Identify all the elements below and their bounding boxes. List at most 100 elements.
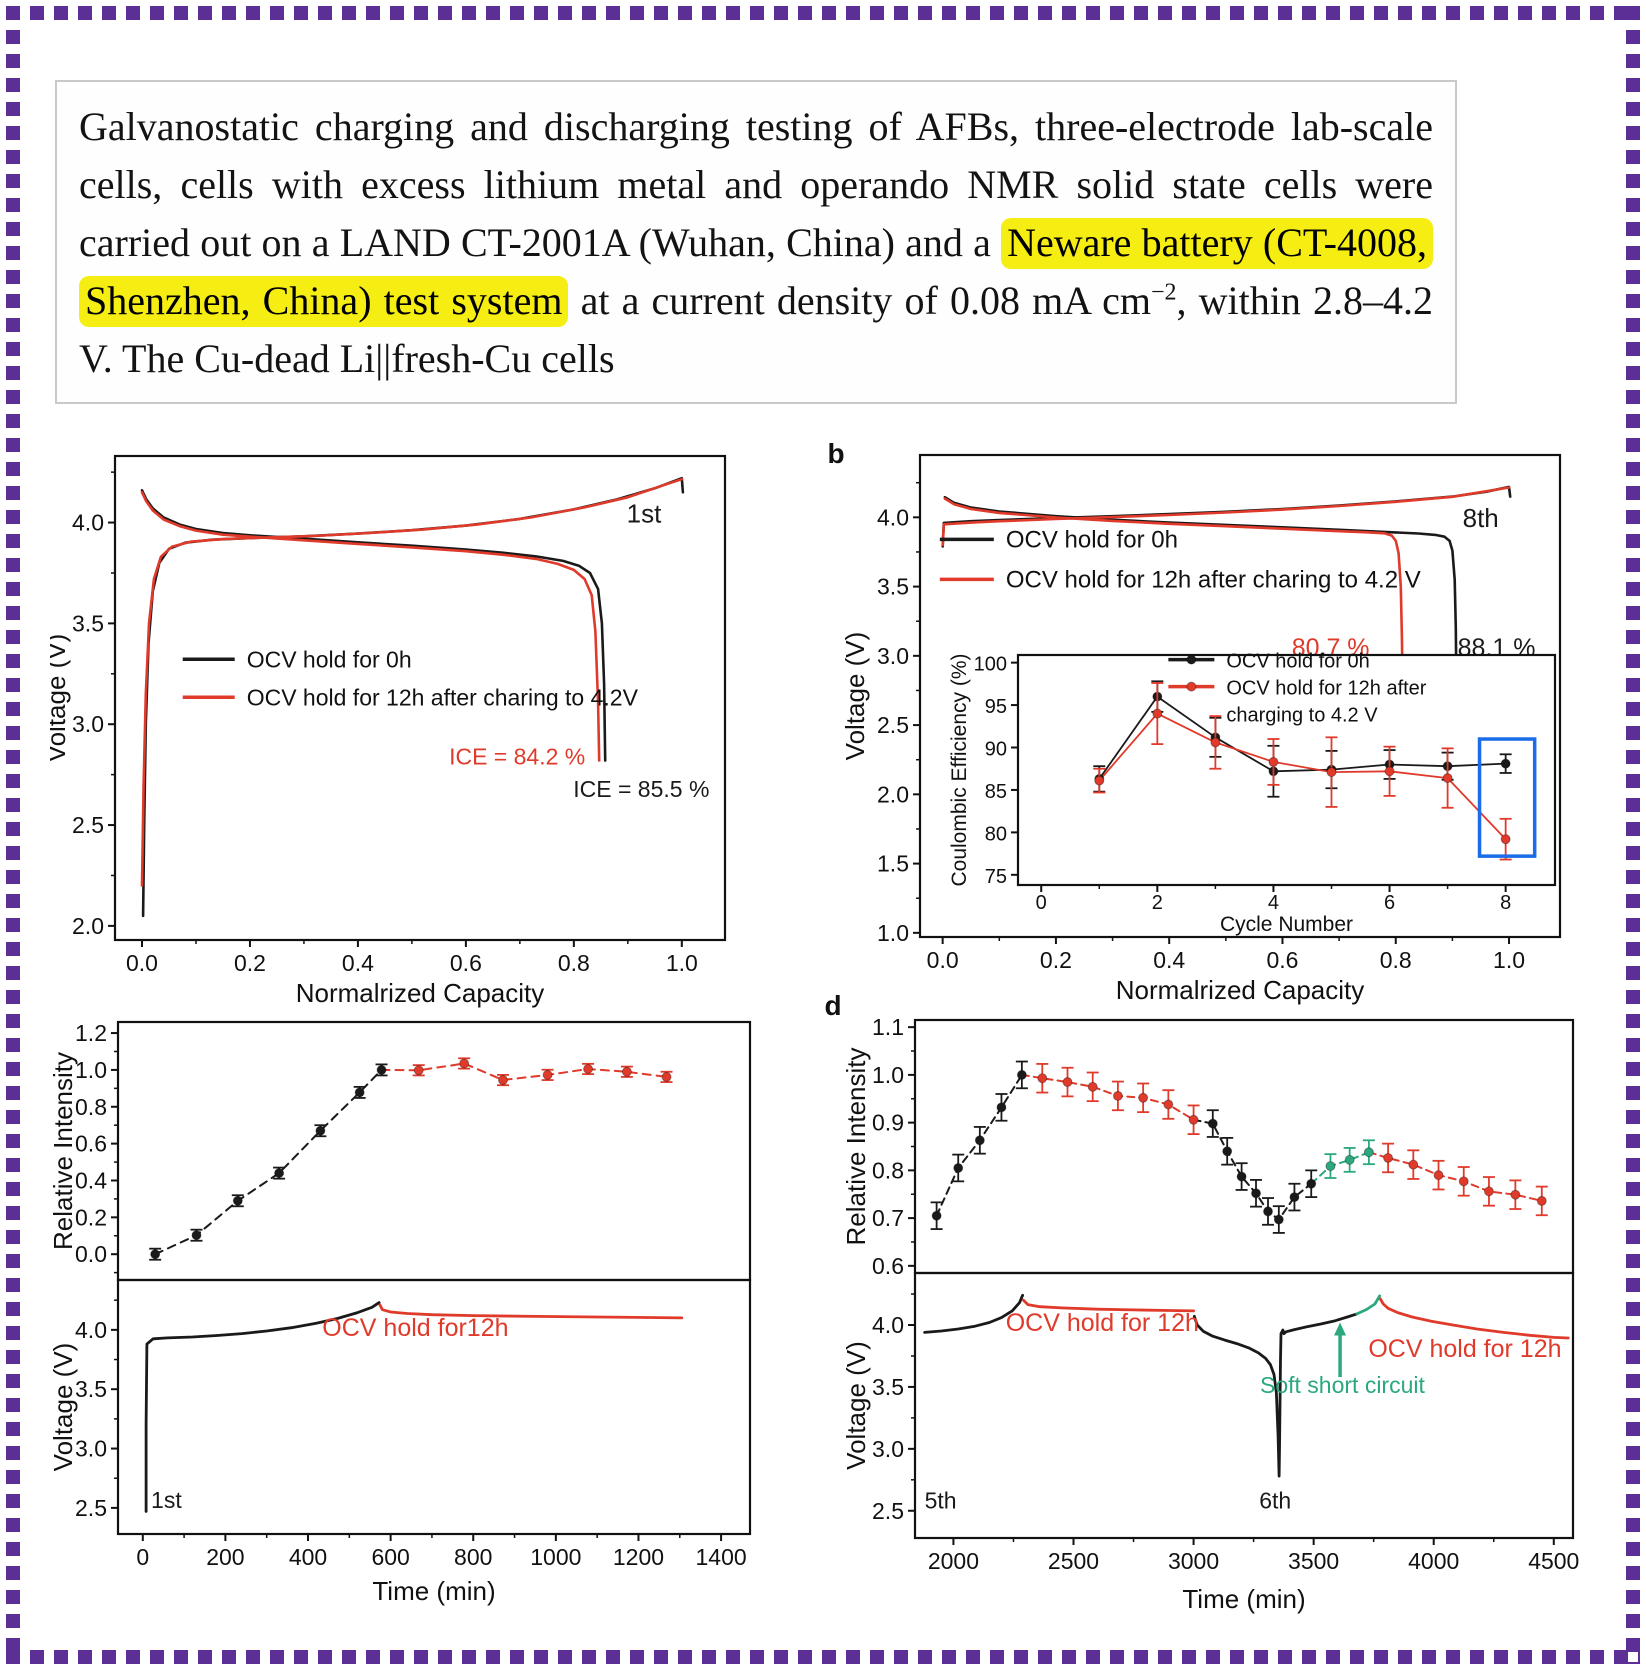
svg-text:1400: 1400 xyxy=(695,1544,746,1570)
svg-text:4.0: 4.0 xyxy=(72,510,104,536)
method-text-box: Galvanostatic charging and discharging t… xyxy=(55,80,1457,404)
svg-text:0.6: 0.6 xyxy=(75,1131,107,1157)
svg-text:0.7: 0.7 xyxy=(872,1205,904,1231)
svg-text:200: 200 xyxy=(206,1544,244,1570)
svg-text:1.1: 1.1 xyxy=(872,1014,904,1040)
svg-text:Time (min): Time (min) xyxy=(1182,1584,1305,1614)
svg-text:0.6: 0.6 xyxy=(450,950,482,976)
svg-text:0.8: 0.8 xyxy=(75,1094,107,1120)
superscript-exponent: −2 xyxy=(1150,279,1177,306)
svg-text:0.6: 0.6 xyxy=(872,1253,904,1279)
svg-text:2500: 2500 xyxy=(1048,1548,1099,1574)
page-border-right xyxy=(1626,6,1640,1664)
svg-text:charging to 4.2 V: charging to 4.2 V xyxy=(1226,705,1378,727)
svg-text:6: 6 xyxy=(1384,892,1395,914)
page-border-bottom xyxy=(6,1650,1640,1664)
text-after-highlight-1: at a current density of 0.08 mA cm xyxy=(568,278,1151,323)
svg-text:0.0: 0.0 xyxy=(75,1241,107,1267)
svg-text:3.5: 3.5 xyxy=(75,1376,107,1402)
svg-text:1st: 1st xyxy=(151,1487,182,1513)
chart-panel-d-intensity-voltage-time: 0.6 0.7 0.8 0.9 1.0 1.1 Relative Intensity 2000… xyxy=(798,983,1598,1668)
svg-text:OCV hold for 12h after charing: OCV hold for 12h after charing to 4.2 V xyxy=(1006,566,1421,593)
svg-text:3.5: 3.5 xyxy=(872,1374,904,1400)
svg-text:3.5: 3.5 xyxy=(877,574,909,600)
svg-text:4.0: 4.0 xyxy=(872,1312,904,1338)
page-border-left xyxy=(6,6,20,1664)
svg-text:4000: 4000 xyxy=(1408,1548,1459,1574)
svg-text:Voltage (V): Voltage (V) xyxy=(50,1343,78,1472)
svg-text:2.5: 2.5 xyxy=(877,712,909,738)
method-paragraph: Galvanostatic charging and discharging t… xyxy=(79,98,1433,388)
svg-text:Normalrized Capacity: Normalrized Capacity xyxy=(1116,975,1365,1005)
svg-text:b: b xyxy=(827,438,844,469)
svg-text:1.2: 1.2 xyxy=(75,1020,107,1046)
svg-text:2000: 2000 xyxy=(928,1548,979,1574)
svg-text:Voltage (V): Voltage (V) xyxy=(841,1341,871,1470)
svg-text:8: 8 xyxy=(1500,892,1511,914)
svg-text:4500: 4500 xyxy=(1528,1548,1579,1574)
svg-text:1000: 1000 xyxy=(530,1544,581,1570)
svg-text:Coulombic Efficiency (%): Coulombic Efficiency (%) xyxy=(948,653,971,886)
svg-text:0.2: 0.2 xyxy=(1040,947,1072,973)
svg-text:ICE = 84.2 %: ICE = 84.2 % xyxy=(449,744,585,770)
svg-text:4.0: 4.0 xyxy=(877,504,909,530)
svg-text:0.9: 0.9 xyxy=(872,1110,904,1136)
svg-text:85: 85 xyxy=(985,781,1007,803)
svg-text:600: 600 xyxy=(371,1544,409,1570)
svg-text:OCV hold for 0h: OCV hold for 0h xyxy=(247,646,412,672)
svg-text:1st: 1st xyxy=(627,499,662,529)
svg-text:OCV hold for 0h: OCV hold for 0h xyxy=(1226,651,1369,673)
svg-text:1.0: 1.0 xyxy=(75,1057,107,1083)
svg-text:OCV hold for12h: OCV hold for12h xyxy=(322,1314,508,1342)
text-after-highlight-2: , within 2.8–4.2 V. The Cu-dead Li||fres… xyxy=(79,278,1433,381)
svg-text:d: d xyxy=(824,990,841,1021)
svg-text:3.0: 3.0 xyxy=(75,1436,107,1462)
svg-text:2: 2 xyxy=(1152,892,1163,914)
svg-text:800: 800 xyxy=(454,1544,492,1570)
svg-text:0.8: 0.8 xyxy=(1380,947,1412,973)
svg-text:Normalrized Capacity: Normalrized Capacity xyxy=(296,978,545,1008)
svg-text:1.0: 1.0 xyxy=(1493,947,1525,973)
svg-text:Relative Intensity: Relative Intensity xyxy=(841,1048,871,1246)
chart-panel-c-intensity-voltage-time: 0.0 0.2 0.4 0.6 0.8 1.0 1.2 Relative Intensity 0… xyxy=(48,990,790,1650)
svg-text:0.4: 0.4 xyxy=(342,950,374,976)
svg-text:0.4: 0.4 xyxy=(1153,947,1185,973)
svg-text:0.2: 0.2 xyxy=(75,1204,107,1230)
svg-text:2.5: 2.5 xyxy=(72,812,104,838)
svg-text:ICE = 85.5 %: ICE = 85.5 % xyxy=(573,776,709,802)
svg-text:6th: 6th xyxy=(1259,1487,1291,1513)
svg-text:5th: 5th xyxy=(925,1487,957,1513)
svg-text:1.0: 1.0 xyxy=(872,1062,904,1088)
svg-text:1.5: 1.5 xyxy=(877,851,909,877)
svg-text:3500: 3500 xyxy=(1288,1548,1339,1574)
page-border-top xyxy=(6,6,1640,20)
svg-text:OCV hold for 12h after: OCV hold for 12h after xyxy=(1226,678,1426,700)
svg-text:3000: 3000 xyxy=(1168,1548,1219,1574)
svg-text:Relative Intensity: Relative Intensity xyxy=(50,1052,78,1250)
svg-text:95: 95 xyxy=(985,696,1007,718)
svg-text:400: 400 xyxy=(289,1544,327,1570)
svg-text:0.0: 0.0 xyxy=(927,947,959,973)
svg-text:3.5: 3.5 xyxy=(72,610,104,636)
svg-text:OCV hold for 12h: OCV hold for 12h xyxy=(1368,1335,1561,1363)
svg-text:0.2: 0.2 xyxy=(234,950,266,976)
svg-text:90: 90 xyxy=(985,739,1007,761)
svg-text:2.0: 2.0 xyxy=(877,781,909,807)
svg-text:80: 80 xyxy=(985,823,1007,845)
chart-panel-a-voltage-capacity-1st: 0.0 0.2 0.4 0.6 0.8 1.0 2.0 2.5 3.0 3.5 4.0 Normalr… xyxy=(41,428,790,1013)
svg-text:0.0: 0.0 xyxy=(126,950,158,976)
svg-text:4: 4 xyxy=(1268,892,1279,914)
svg-text:3.0: 3.0 xyxy=(72,711,104,737)
svg-text:3.0: 3.0 xyxy=(872,1436,904,1462)
svg-text:2.0: 2.0 xyxy=(72,913,104,939)
svg-text:1.0: 1.0 xyxy=(666,950,698,976)
svg-text:100: 100 xyxy=(974,654,1007,676)
svg-text:OCV hold for 12h: OCV hold for 12h xyxy=(1006,1309,1199,1337)
svg-text:1200: 1200 xyxy=(613,1544,664,1570)
svg-text:0.4: 0.4 xyxy=(75,1167,107,1193)
svg-text:3.0: 3.0 xyxy=(877,643,909,669)
chart-panel-b-voltage-capacity-8th: 0.0 0.2 0.4 0.6 0.8 1.0 1.0 1.5 2.0 2.5 3.0 3.5 4.0 N… xyxy=(798,425,1598,1010)
svg-text:2.5: 2.5 xyxy=(75,1495,107,1521)
svg-text:Time (min): Time (min) xyxy=(372,1576,495,1606)
svg-text:Cycle Number: Cycle Number xyxy=(1220,913,1353,936)
